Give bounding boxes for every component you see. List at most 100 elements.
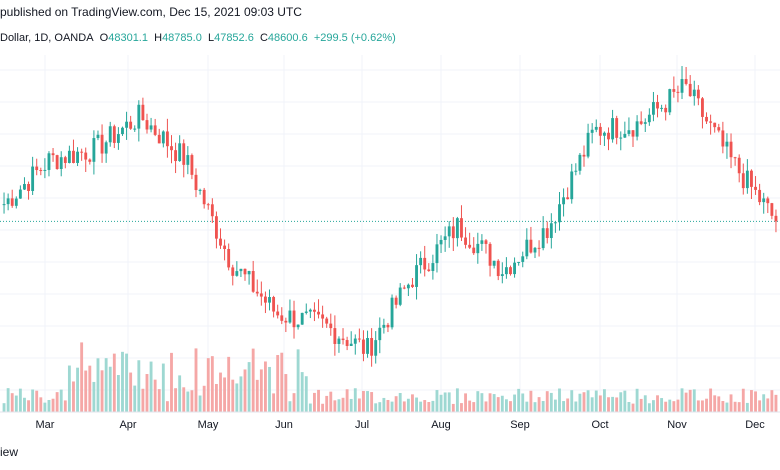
volume-bar [259, 369, 263, 412]
x-tick-label: Jul [355, 419, 369, 431]
candle-body [145, 120, 149, 130]
candle-body [627, 130, 631, 134]
candle-body [35, 166, 39, 171]
volume-bar [582, 392, 586, 412]
volume-bar [762, 394, 766, 412]
volume-bar [611, 396, 615, 412]
volume-bar [443, 392, 447, 412]
volume-bar [6, 388, 10, 412]
volume-bar [745, 402, 749, 412]
volume-bar [231, 379, 235, 412]
x-axis: Mar Apr May Jun Jul Aug Sep Oct Nov Dec [0, 411, 780, 431]
candle-body [427, 269, 431, 272]
volume-bar [247, 362, 251, 412]
candle-body [84, 152, 88, 160]
volume-bar [578, 393, 582, 412]
volume-bar [51, 398, 55, 412]
candle-body [668, 89, 672, 113]
candle-body [480, 240, 484, 244]
volume-bar [165, 401, 169, 412]
volume-bar [484, 401, 488, 412]
candle-body [186, 155, 190, 165]
candle-body [227, 249, 231, 268]
symbol-legend: Dollar, 1D, OANDA O48301.1 H48785.0 L478… [0, 32, 396, 44]
volume-bar [509, 401, 512, 412]
open-value: 48301.1 [108, 32, 148, 44]
volume-bar [386, 399, 390, 412]
candle-body [460, 218, 463, 238]
candle-body [288, 310, 292, 323]
volume-bar [590, 397, 594, 412]
x-tick-label: Apr [119, 419, 136, 431]
volume-bar [76, 367, 79, 412]
volume-bar [513, 394, 516, 412]
candle-body [492, 260, 496, 266]
volume-bar [537, 397, 541, 412]
candle-body [635, 121, 639, 137]
volume-bar [227, 356, 231, 412]
volume-bar [398, 393, 402, 412]
candle-body [545, 228, 549, 239]
volume-bar [684, 392, 688, 412]
volume-bar [721, 401, 725, 412]
candle-body [566, 197, 570, 200]
volume-bar [378, 402, 382, 412]
volume-bar [317, 389, 320, 412]
volume-bar [619, 392, 623, 412]
candle-body [100, 134, 104, 154]
volume-bar [733, 401, 737, 412]
volume-bar [766, 398, 770, 412]
volume-bar [345, 389, 349, 412]
candle-body [59, 157, 63, 169]
candle-body [431, 263, 435, 272]
candle-body [558, 204, 561, 223]
volume-bar [157, 389, 161, 412]
volume-bar [276, 355, 280, 412]
candle-body [705, 116, 708, 122]
close-value: 48600.6 [267, 32, 308, 44]
volume-bar [419, 401, 423, 412]
volume-bar [770, 390, 774, 412]
volume-bar [635, 388, 639, 412]
volume-bar [411, 394, 414, 412]
candle-body [680, 79, 684, 93]
candle-body [259, 293, 263, 297]
candle-body [721, 130, 725, 147]
volume-bar [296, 349, 300, 412]
volume-bar [321, 403, 325, 412]
volume-bar [280, 352, 284, 412]
volume-bar [639, 398, 643, 412]
candle-body [18, 189, 22, 199]
candle-body [153, 125, 157, 135]
publish-line: published on TradingView.com, Dec 15, 20… [0, 5, 302, 19]
volume-bar [664, 401, 668, 412]
volume-bar [255, 379, 259, 412]
volume-bar [435, 390, 439, 412]
candle-body [268, 297, 271, 303]
volume-bar [27, 400, 30, 412]
volume-bar [161, 363, 165, 412]
candle-body [219, 238, 222, 246]
candle-body [533, 247, 537, 253]
candle-body [280, 315, 284, 321]
candle-body [137, 104, 141, 129]
candle-body [415, 265, 418, 287]
candle-body [96, 134, 100, 139]
candle-body [80, 151, 84, 153]
candle-body [419, 257, 423, 266]
candle-body [451, 226, 455, 239]
candle-body [676, 91, 680, 93]
candle-body [529, 239, 533, 253]
volume-bar [668, 399, 672, 412]
volume-bar [219, 372, 222, 412]
candle-body [398, 287, 402, 305]
x-tick-label: Oct [591, 419, 608, 431]
volume-bar [313, 392, 316, 412]
candle-body [688, 83, 692, 97]
candle-body [598, 126, 602, 136]
candle-body [574, 170, 578, 172]
candle-body [701, 98, 704, 117]
candle-body [239, 268, 243, 272]
candle-body [390, 297, 394, 328]
